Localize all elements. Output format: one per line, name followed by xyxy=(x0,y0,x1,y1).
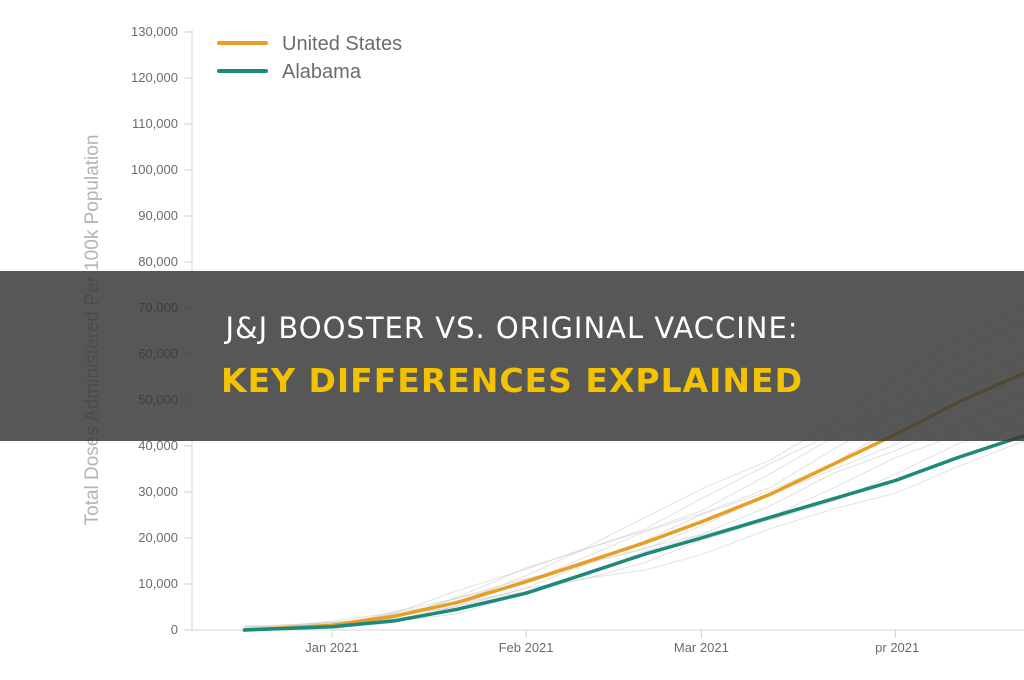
y-tick-label: 110,000 xyxy=(132,116,178,131)
y-tick-label: 10,000 xyxy=(138,576,178,591)
title-banner: J&J BOOSTER VS. ORIGINAL VACCINE: KEY DI… xyxy=(0,271,1024,441)
legend-label: United States xyxy=(282,33,402,55)
y-tick-label: 0 xyxy=(171,622,178,637)
y-tick-label: 100,000 xyxy=(131,162,178,177)
x-tick-label: Jan 2021 xyxy=(305,640,359,655)
legend: United States Alabama xyxy=(217,33,402,83)
y-tick-label: 90,000 xyxy=(138,208,178,223)
banner-title: J&J BOOSTER VS. ORIGINAL VACCINE: xyxy=(225,311,799,345)
x-tick-label: pr 2021 xyxy=(872,640,920,655)
x-tick-label: Feb 2021 xyxy=(499,640,554,655)
y-tick-label: 130,000 xyxy=(131,24,178,39)
y-tick-label: 20,000 xyxy=(138,530,178,545)
state-line xyxy=(244,440,1024,631)
y-tick-label: 40,000 xyxy=(138,438,178,453)
x-tick-label: Mar 2021 xyxy=(674,640,729,655)
banner-subtitle: KEY DIFFERENCES EXPLAINED xyxy=(221,361,803,400)
x-axis: Jan 2021 Feb 2021 Mar 2021 pr 2021 xyxy=(192,629,1024,655)
y-tick-label: 120,000 xyxy=(131,70,178,85)
series-line xyxy=(242,434,1024,632)
y-tick-label: 30,000 xyxy=(138,484,178,499)
y-tick-label: 80,000 xyxy=(138,254,178,269)
legend-label: Alabama xyxy=(282,61,362,83)
